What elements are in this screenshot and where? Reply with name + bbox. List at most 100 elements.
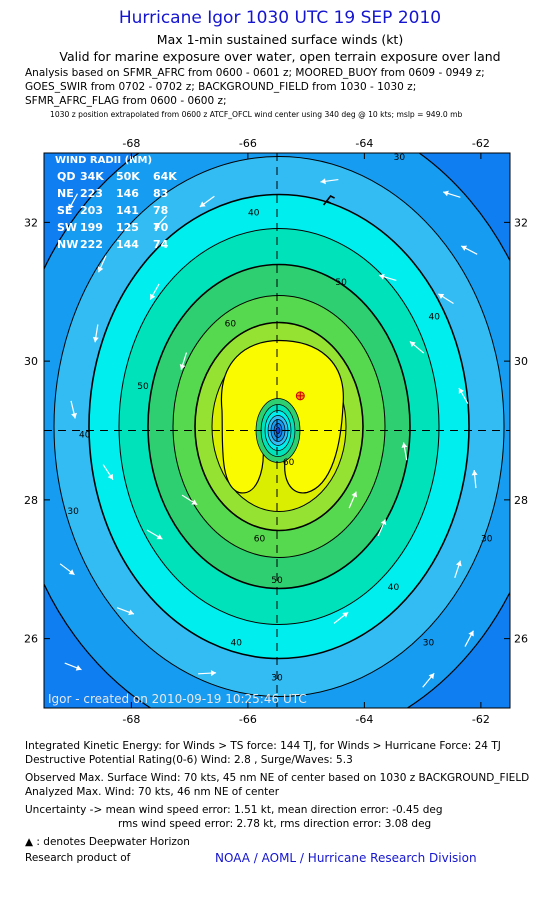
axes: -68 -68 -66 -66 -64 -64 -62 -62 26 26 28 28 30 30 32 32: [24, 137, 528, 726]
y-tick-label-left-1: 28: [24, 494, 38, 507]
wind-radii-cell-3-0: SW: [57, 221, 77, 234]
wind-arrow-head-17: [68, 569, 75, 575]
wind-arrow-head-12: [71, 412, 77, 419]
observed-wind-line: Observed Max. Surface Wind: 70 kts, 45 n…: [25, 772, 530, 784]
org-name: NOAA / AOML / Hurricane Research Divisio…: [215, 851, 477, 865]
wind-radii-header-3: 64K: [153, 170, 177, 183]
research-label: Research product of: [25, 852, 131, 864]
wind-arrow-head-26: [428, 673, 435, 680]
wind-radii-header-0: QD: [57, 170, 75, 183]
wind-radii-header-1: 34K: [80, 170, 104, 183]
chart-subtitle-1: Max 1-min sustained surface winds (kt): [156, 32, 404, 47]
wind-arrow-head-13: [458, 388, 465, 394]
contour-label-8: 50: [271, 576, 283, 586]
contour-label-2: 50: [335, 278, 347, 288]
contour-label-6: 40: [79, 430, 91, 440]
wind-radii-cell-4-0: NW: [57, 238, 78, 251]
wind-arrow-head-28: [351, 491, 358, 498]
wind-arrow-head-9: [438, 293, 445, 300]
wind-radii-cell-3-3: 70: [153, 221, 169, 234]
wind-arrow-head-18: [156, 533, 163, 540]
x-tick-label-bottom-2: -64: [355, 713, 373, 726]
wind-arrow-head-29: [179, 364, 186, 370]
wind-arrow-head-21: [128, 609, 134, 616]
wind-arrow-head-14: [107, 473, 113, 480]
wind-arrow-head-6: [97, 266, 104, 273]
x-tick-label-top-0: -68: [122, 137, 140, 150]
uncertainty-line-1: Uncertainty -> mean wind speed error: 1.…: [25, 804, 443, 816]
contour-label-3: 60: [225, 319, 237, 329]
wind-arrow-head-20: [455, 560, 462, 567]
y-tick-label-right-3: 32: [514, 216, 528, 229]
wind-arrow-head-0: [68, 203, 74, 210]
ike-line: Integrated Kinetic Energy: for Winds > T…: [25, 740, 501, 752]
contour-label-14: 30: [271, 673, 283, 683]
wind-arrow-head-8: [379, 273, 385, 280]
wind-arrow-head-19: [380, 519, 387, 526]
contour-label-13: 30: [481, 535, 493, 545]
wind-radii-cell-4-3: 74: [153, 238, 169, 251]
x-tick-label-bottom-3: -62: [472, 713, 490, 726]
wind-radii-cell-2-2: 141: [116, 204, 139, 217]
plot-border: [43, 152, 511, 709]
x-tick-label-top-2: -64: [355, 137, 373, 150]
wind-arrow-head-2: [199, 201, 206, 207]
wind-radii-title: WIND RADII (NM): [55, 155, 152, 166]
contour-label-4: 40: [429, 313, 441, 323]
wind-radii-cell-4-2: 144: [116, 238, 139, 251]
contour-label-1: 40: [248, 208, 260, 218]
plot-area: 30 40 50 60 40 50 40 60 50 40 30 40 30 30 30 60 WIND RAD…: [44, 153, 510, 708]
analyzed-wind-line: Analyzed Max. Wind: 70 kts, 46 nm NE of …: [25, 786, 280, 798]
x-tick-label-top-1: -66: [239, 137, 257, 150]
chart-title: Hurricane Igor 1030 UTC 19 SEP 2010: [118, 8, 442, 28]
wind-radii-cell-1-3: 83: [153, 187, 168, 200]
wind-arrow-head-23: [468, 630, 474, 637]
uncertainty-line-2: rms wind speed error: 2.78 kt, rms direc…: [118, 818, 432, 830]
analysis-line-3: SFMR_AFRC_FLAG from 0600 - 0600 z;: [25, 95, 227, 107]
wind-arrow-head-11: [409, 341, 416, 347]
deepwater-marker-icon: ▲: [25, 836, 34, 848]
wind-radii-header-2: 50K: [116, 170, 140, 183]
wind-arrow-head-16: [471, 470, 478, 476]
y-tick-label-right-0: 26: [514, 633, 528, 646]
wind-barb-icon: [322, 195, 335, 206]
wind-arrow-head-5: [461, 245, 468, 251]
wind-radii-cell-2-1: 203: [80, 204, 103, 217]
wind-radii-cell-4-1: 222: [80, 238, 103, 251]
contour-label-15: 60: [283, 458, 295, 468]
deepwater-legend: ▲ : denotes Deepwater Horizon: [25, 836, 190, 848]
contour-label-7: 60: [254, 535, 266, 545]
analysis-line-2: GOES_SWIR from 0702 - 0702 z; BACKGROUND…: [25, 81, 417, 93]
wind-arrow-head-10: [92, 336, 99, 343]
x-tick-label-bottom-1: -66: [239, 713, 257, 726]
wind-arrow-head-4: [443, 190, 449, 197]
y-tick-label-left-3: 32: [24, 216, 38, 229]
wind-arrow-head-25: [210, 670, 217, 677]
contour-label-12: 30: [423, 639, 435, 649]
wind-radii-cell-2-3: 78: [153, 204, 168, 217]
y-tick-label-right-1: 28: [514, 494, 528, 507]
wind-arrow-head-1: [154, 223, 161, 230]
y-tick-label-right-2: 30: [514, 355, 528, 368]
eye-contour-6: [275, 427, 281, 434]
wind-arrow-head-22: [342, 612, 349, 618]
y-tick-label-left-0: 26: [24, 633, 38, 646]
wind-arrow-head-27: [191, 499, 198, 505]
contour-label-10: 30: [67, 507, 79, 517]
deepwater-label: : denotes Deepwater Horizon: [36, 836, 190, 848]
y-tick-label-left-2: 30: [24, 355, 38, 368]
analysis-line-1: Analysis based on SFMR_AFRC from 0600 - …: [25, 67, 485, 79]
contour-label-9: 40: [388, 583, 400, 593]
x-tick-label-bottom-0: -68: [122, 713, 140, 726]
contour-label-0: 30: [394, 153, 406, 163]
wind-arrow-head-15: [401, 442, 408, 448]
contour-label-11: 40: [230, 639, 242, 649]
wind-arrow-head-24: [75, 665, 82, 671]
wind-contour-chart: 30 40 50 60 40 50 40 60 50 40 30 40 30 30 30 60 WIND RAD…: [24, 137, 528, 726]
extrapolation-note: 1030 z position extrapolated from 0600 z…: [50, 110, 463, 119]
wind-radii-cell-1-1: 223: [80, 187, 103, 200]
wind-radii-cell-3-1: 199: [80, 221, 103, 234]
wind-radii-cell-3-2: 125: [116, 221, 139, 234]
x-tick-label-top-3: -62: [472, 137, 490, 150]
wind-radii-cell-1-0: NE: [57, 187, 74, 200]
